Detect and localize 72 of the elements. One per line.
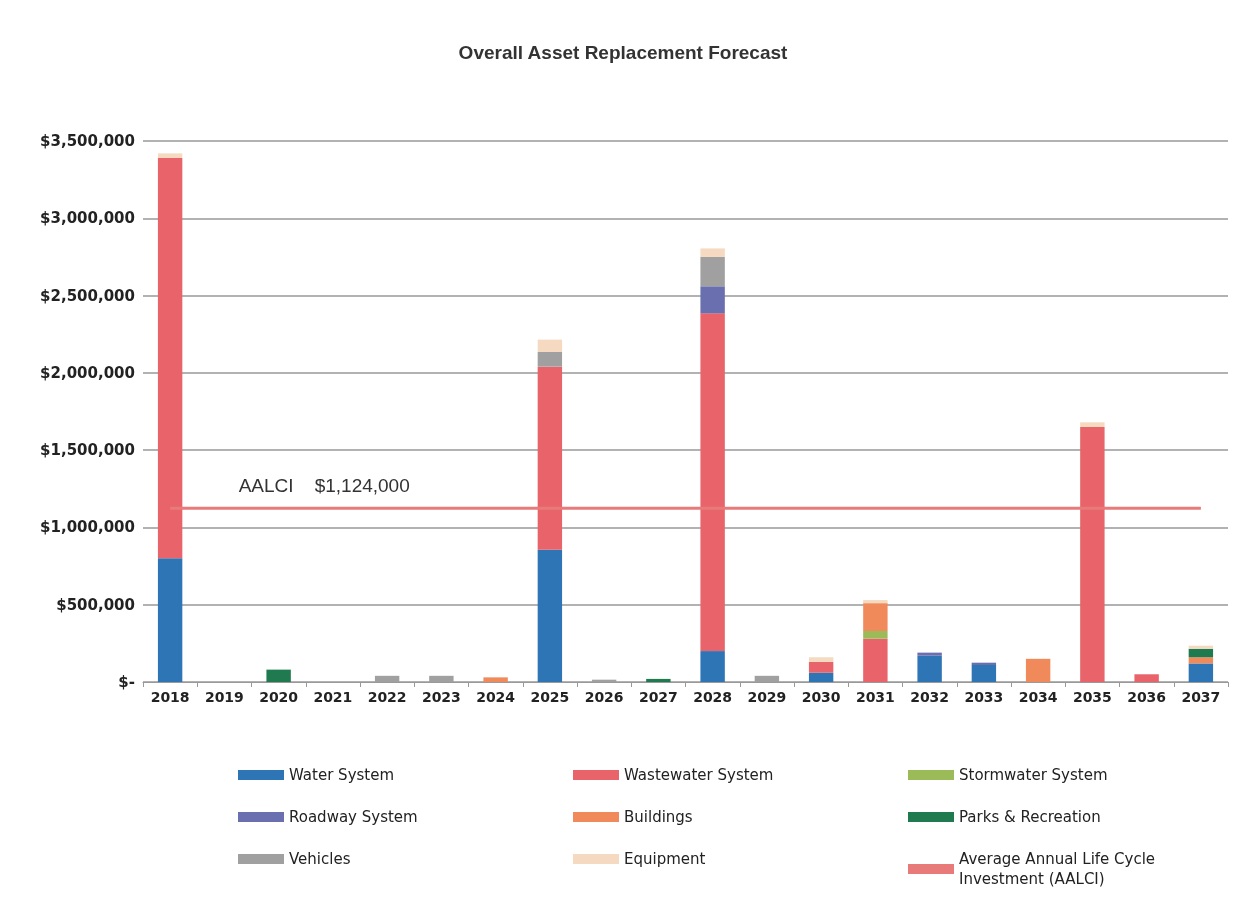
x-tick-label: 2029: [747, 689, 787, 705]
bar: [863, 638, 888, 682]
bar: [1188, 648, 1214, 658]
bar: [700, 651, 725, 682]
x-tick-label: 2028: [693, 689, 733, 705]
legend-label: Equipment: [624, 850, 706, 868]
bar: [537, 351, 563, 367]
legend-label: Average Annual Life Cycle Investment (AALCI): [959, 850, 1160, 888]
x-tick-label: 2027: [638, 689, 678, 705]
bar: [157, 153, 183, 158]
legend-label: Wastewater System: [624, 766, 774, 784]
x-tick-label: 2020: [259, 689, 299, 705]
x-tick-label: 2033: [964, 689, 1004, 705]
bar: [917, 652, 942, 656]
bar: [863, 630, 888, 639]
x-tick-label: 2023: [421, 689, 461, 705]
y-tick-label: $1,000,000: [40, 518, 135, 537]
annotation: AALCI $1,124,000: [238, 475, 410, 497]
bar: [700, 286, 725, 314]
chart-title: Overall Asset Replacement Forecast: [458, 42, 789, 63]
bar: [1188, 657, 1214, 664]
bar: [971, 665, 997, 682]
x-tick-label: 2019: [204, 689, 244, 705]
bar: [483, 677, 508, 682]
y-tick-label: $2,500,000: [40, 286, 135, 305]
x-tick-label: 2037: [1181, 689, 1221, 705]
legend-label: Water System: [289, 766, 395, 784]
bar: [1025, 658, 1051, 682]
bar: [700, 256, 725, 287]
legend-label: Roadway System: [289, 808, 418, 826]
x-tick-label: 2032: [910, 689, 950, 705]
bar: [646, 678, 671, 682]
bar: [700, 248, 725, 257]
bar: [917, 655, 942, 682]
y-tick-label: $1,500,000: [40, 441, 135, 460]
bar: [1188, 645, 1214, 649]
y-tick-label: $3,500,000: [40, 132, 135, 150]
y-tick-label: $500,000: [56, 595, 135, 614]
x-tick-label: 2024: [476, 689, 516, 705]
bar: [266, 669, 291, 682]
x-tick-label: 2030: [801, 689, 841, 705]
legend-label: Vehicles: [289, 850, 351, 868]
bar: [1188, 663, 1214, 682]
x-tick-label: 2035: [1072, 689, 1112, 705]
x-tick-label: 2022: [367, 689, 407, 705]
bar: [1080, 426, 1105, 682]
bar: [863, 600, 888, 604]
x-tick-label: 2018: [150, 689, 190, 705]
legend-label: Parks & Recreation: [959, 808, 1101, 826]
bar: [537, 339, 563, 352]
y-tick-label: $2,000,000: [40, 363, 135, 382]
bar: [808, 657, 834, 662]
legend-label: Buildings: [624, 808, 693, 826]
bar: [700, 313, 725, 652]
bar: [157, 158, 183, 559]
x-tick-label: 2021: [313, 689, 353, 705]
legend-label: Stormwater System: [959, 766, 1108, 784]
bar: [863, 603, 888, 631]
bar: [808, 661, 834, 673]
bar: [537, 549, 563, 682]
bar: [808, 672, 834, 682]
x-tick-label: 2034: [1018, 689, 1058, 705]
x-tick-label: 2025: [530, 689, 570, 705]
bar: [157, 558, 183, 682]
bar: [1080, 422, 1105, 427]
y-tick-label: $-: [118, 673, 135, 691]
bar: [537, 366, 563, 550]
y-tick-label: $3,000,000: [40, 209, 135, 228]
bar: [1134, 674, 1159, 682]
x-tick-label: 2026: [584, 689, 624, 705]
x-tick-label: 2031: [855, 689, 895, 705]
x-tick-label: 2036: [1127, 689, 1167, 705]
